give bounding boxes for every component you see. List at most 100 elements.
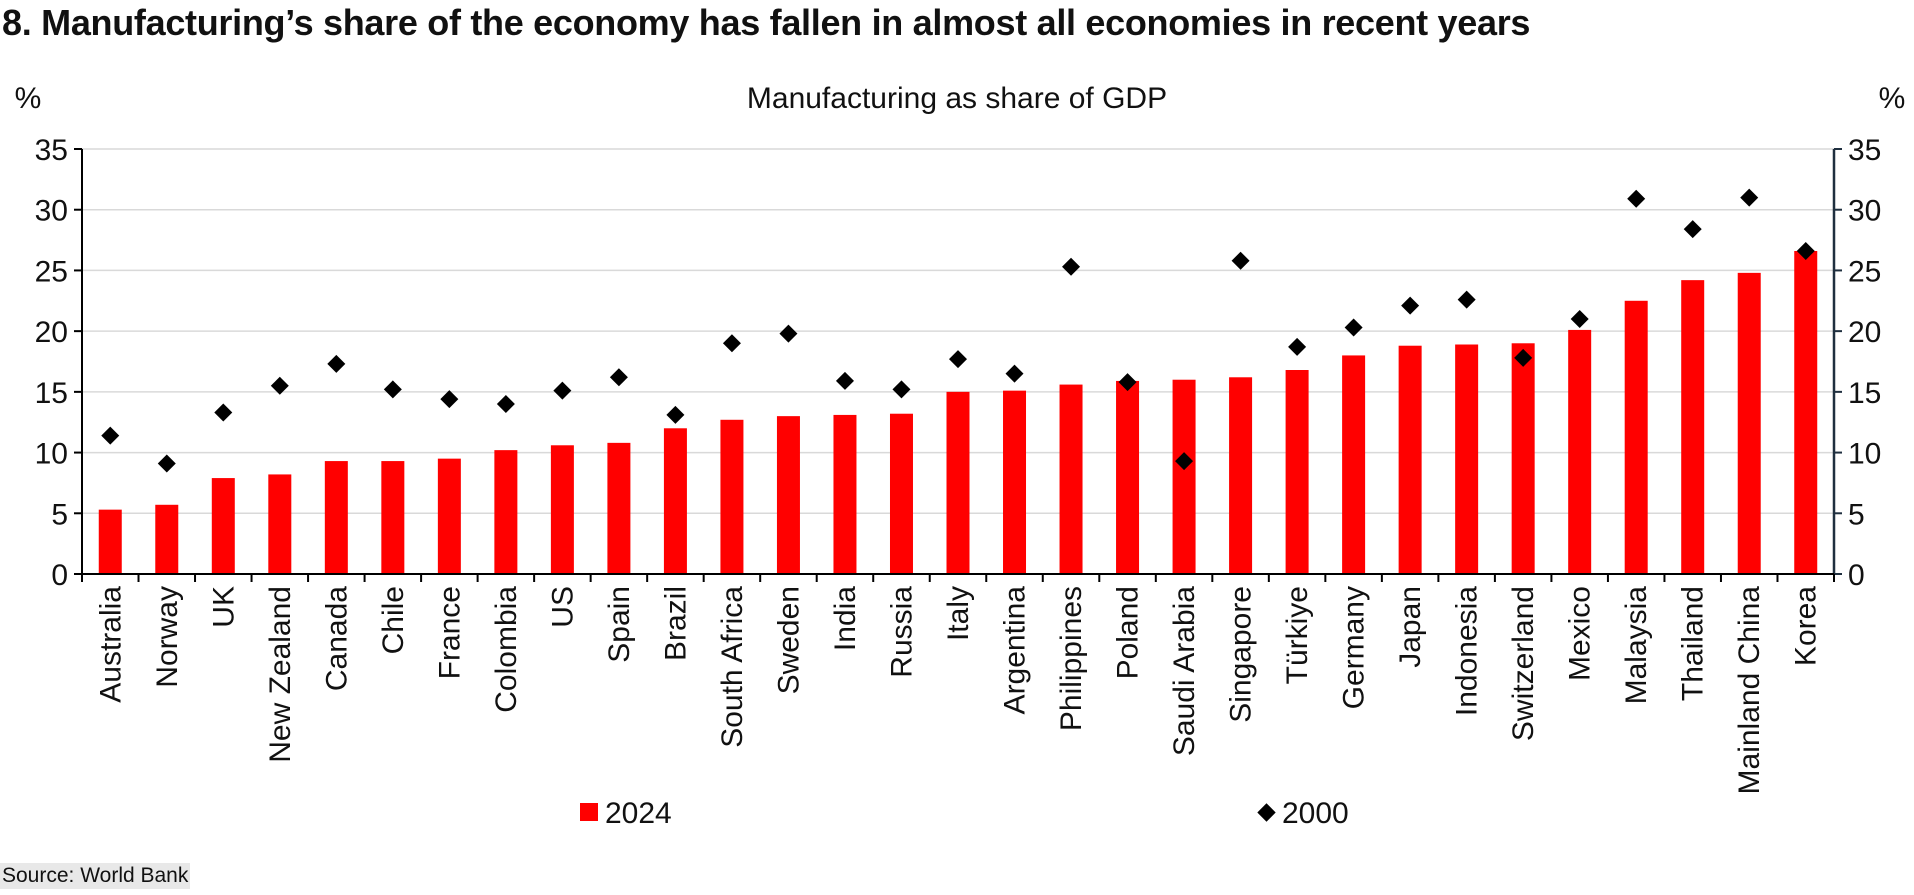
marker-2000-france bbox=[440, 390, 459, 409]
x-category-label: Saudi Arabia bbox=[1168, 586, 1201, 756]
chart-title: Manufacturing as share of GDP bbox=[747, 82, 1167, 115]
bar-2024-t-rkiye bbox=[1285, 370, 1309, 574]
x-category-label: Norway bbox=[151, 586, 184, 688]
x-category-label: Indonesia bbox=[1451, 586, 1484, 716]
bar-2024-japan bbox=[1398, 345, 1422, 574]
x-category-label: New Zealand bbox=[264, 586, 297, 763]
y-axis-right-ticks: 0 5 10 15 20 25 30 35 bbox=[1848, 134, 1881, 592]
x-category-label: Spain bbox=[603, 586, 636, 663]
y-left-tick-label: 30 bbox=[35, 195, 68, 228]
axes bbox=[74, 148, 1842, 582]
y-right-tick-label: 20 bbox=[1848, 316, 1881, 349]
legend-swatch-2000 bbox=[1257, 803, 1276, 822]
x-category-label: India bbox=[829, 586, 862, 651]
marker-2000-argentina bbox=[1005, 364, 1024, 383]
x-category-label: South Africa bbox=[716, 586, 749, 748]
y-right-tick-label: 5 bbox=[1848, 498, 1865, 531]
chart-heading: 8. Manufacturing’s share of the economy … bbox=[2, 2, 1531, 43]
bar-2024-poland bbox=[1116, 380, 1140, 574]
bar-2024-mexico bbox=[1568, 329, 1592, 574]
marker-2000-saudi-arabia bbox=[1175, 452, 1194, 471]
y-right-tick-label: 10 bbox=[1848, 438, 1881, 471]
bar-2024-russia bbox=[889, 413, 913, 574]
bar-2024-saudi-arabia bbox=[1172, 379, 1196, 574]
x-category-label: Japan bbox=[1394, 586, 1427, 668]
marker-2000-germany bbox=[1344, 318, 1363, 337]
x-category-label: France bbox=[433, 586, 466, 679]
bar-2024-norway bbox=[155, 504, 179, 574]
marker-2000-sweden bbox=[779, 324, 798, 343]
bar-2024-malaysia bbox=[1624, 300, 1648, 574]
legend-label-2024: 2024 bbox=[605, 797, 672, 830]
bar-2024-south-africa bbox=[720, 419, 744, 574]
x-category-label: US bbox=[546, 586, 579, 628]
y-left-tick-label: 20 bbox=[35, 316, 68, 349]
x-category-label: Canada bbox=[320, 586, 353, 691]
marker-2000-canada bbox=[327, 354, 346, 373]
bar-2024-sweden bbox=[776, 416, 800, 574]
x-category-label: Mainland China bbox=[1733, 586, 1766, 795]
bar-2024-germany bbox=[1342, 355, 1366, 574]
marker-2000-brazil bbox=[666, 405, 685, 424]
bar-2024-canada bbox=[324, 461, 348, 574]
marker-2000-colombia bbox=[496, 395, 515, 413]
x-category-label: Colombia bbox=[490, 586, 523, 713]
bar-2024-new-zealand bbox=[268, 474, 292, 574]
bar-2024-uk bbox=[211, 478, 235, 574]
y-right-tick-label: 0 bbox=[1848, 559, 1865, 592]
y-right-tick-label: 25 bbox=[1848, 255, 1881, 288]
x-category-label: Mexico bbox=[1564, 586, 1597, 681]
bar-2024-us bbox=[550, 445, 574, 574]
y-left-tick-label: 35 bbox=[35, 134, 68, 167]
bar-2024-switzerland bbox=[1511, 343, 1535, 574]
x-axis-categories: Australia Norway UK New Zealand Canada Chile F… bbox=[94, 586, 1822, 795]
y-axis-right-unit: % bbox=[1879, 82, 1906, 115]
bar-2024-france bbox=[437, 458, 461, 574]
y-right-tick-label: 30 bbox=[1848, 195, 1881, 228]
bar-2024-argentina bbox=[1003, 390, 1027, 574]
marker-2000-india bbox=[835, 371, 854, 390]
marker-2000-russia bbox=[892, 380, 911, 399]
x-category-label: Russia bbox=[885, 586, 918, 678]
bar-2024-chile bbox=[381, 461, 405, 574]
x-category-label: Malaysia bbox=[1620, 586, 1653, 705]
y-axis-left-unit: % bbox=[15, 82, 42, 115]
marker-2000-korea bbox=[1796, 242, 1815, 260]
x-category-label: Sweden bbox=[772, 586, 805, 694]
marker-2000-thailand bbox=[1683, 220, 1702, 239]
marker-2000-spain bbox=[609, 368, 628, 387]
bar-2024-brazil bbox=[663, 428, 687, 574]
bar-2024-thailand bbox=[1681, 280, 1705, 574]
x-category-label: Chile bbox=[377, 586, 410, 654]
marker-2000-mexico bbox=[1570, 310, 1589, 328]
bar-2024-singapore bbox=[1229, 377, 1253, 574]
x-category-label: Switzerland bbox=[1507, 586, 1540, 741]
legend: 2024 2000 bbox=[580, 797, 1349, 830]
bar-2024-spain bbox=[607, 442, 631, 574]
x-category-label: Thailand bbox=[1677, 586, 1710, 701]
legend-swatch-2024 bbox=[580, 803, 598, 821]
bar-2024-colombia bbox=[494, 450, 518, 574]
marker-2000-malaysia bbox=[1627, 189, 1646, 208]
x-category-label: Italy bbox=[942, 586, 975, 641]
marker-2000-poland bbox=[1118, 373, 1137, 392]
bar-2024-italy bbox=[946, 391, 970, 574]
marker-2000-indonesia bbox=[1457, 290, 1476, 309]
x-category-label: Philippines bbox=[1055, 586, 1088, 731]
y-left-tick-label: 5 bbox=[51, 498, 68, 531]
bar-2024-india bbox=[833, 414, 857, 574]
y-axis-left-ticks: 0 5 10 15 20 25 30 35 bbox=[35, 134, 68, 592]
y-left-tick-label: 10 bbox=[35, 438, 68, 471]
marker-2000-japan bbox=[1401, 296, 1420, 315]
x-category-label: Germany bbox=[1338, 586, 1371, 709]
x-category-label: UK bbox=[207, 586, 240, 628]
marker-2000-switzerland bbox=[1514, 348, 1533, 367]
y-left-tick-label: 15 bbox=[35, 377, 68, 410]
marker-2000-new-zealand bbox=[270, 376, 289, 395]
bar-2024-korea bbox=[1794, 251, 1818, 574]
y-left-tick-label: 25 bbox=[35, 255, 68, 288]
y-right-tick-label: 15 bbox=[1848, 377, 1881, 410]
x-category-label: Korea bbox=[1790, 586, 1823, 666]
source-note: Source: World Bank bbox=[0, 863, 191, 889]
marker-2000-uk bbox=[214, 403, 233, 422]
